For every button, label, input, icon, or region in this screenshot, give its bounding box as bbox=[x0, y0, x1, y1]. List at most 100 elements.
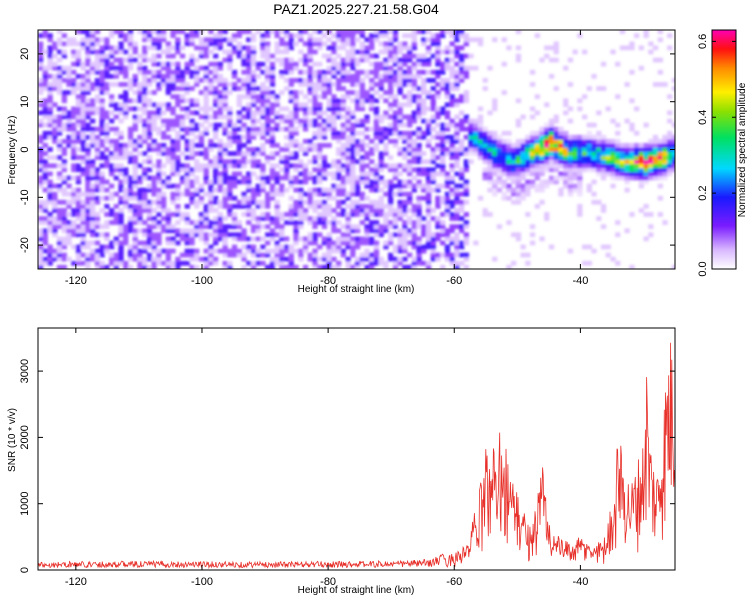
heatmap-cell bbox=[463, 163, 469, 169]
heatmap-cell bbox=[132, 90, 138, 95]
heatmap-cell bbox=[411, 118, 417, 124]
heatmap-cell bbox=[558, 171, 564, 177]
heatmap-cell bbox=[52, 45, 58, 51]
heatmap-cell bbox=[373, 82, 380, 87]
heatmap-cell bbox=[411, 256, 417, 262]
heatmap-cell bbox=[468, 118, 474, 124]
heatmap-cell bbox=[534, 159, 540, 164]
heatmap-cell bbox=[274, 151, 280, 156]
heatmap-cell bbox=[416, 256, 422, 262]
heatmap-cell bbox=[241, 61, 247, 67]
heatmap-cell bbox=[132, 175, 138, 181]
heatmap-cell bbox=[407, 69, 413, 75]
heatmap-cell bbox=[127, 98, 134, 104]
heatmap-cell bbox=[94, 171, 101, 177]
heatmap-cell bbox=[42, 114, 48, 120]
heatmap-cell bbox=[364, 126, 370, 132]
heatmap-cell bbox=[563, 65, 569, 71]
heatmap-cell bbox=[454, 69, 460, 75]
heatmap-cell bbox=[203, 78, 209, 83]
heatmap-cell bbox=[274, 30, 280, 34]
heatmap-cell bbox=[662, 155, 668, 160]
heatmap-cell bbox=[260, 106, 266, 112]
heatmap-cell bbox=[132, 236, 138, 242]
heatmap-cell bbox=[194, 65, 200, 71]
heatmap-cell bbox=[444, 45, 451, 51]
heatmap-cell bbox=[326, 65, 332, 71]
heatmap-cell bbox=[440, 134, 446, 140]
heatmap-cell bbox=[364, 49, 370, 55]
heatmap-cell bbox=[175, 167, 181, 173]
heatmap-cell bbox=[203, 130, 209, 136]
heatmap-cell bbox=[487, 134, 493, 140]
heatmap-cell bbox=[227, 252, 233, 258]
heatmap-cell bbox=[227, 61, 233, 67]
heatmap-cell bbox=[624, 175, 630, 181]
heatmap-cell bbox=[179, 74, 186, 79]
heatmap-cell bbox=[326, 114, 332, 120]
heatmap-cell bbox=[170, 260, 176, 266]
heatmap-cell bbox=[75, 114, 82, 120]
heatmap-cell bbox=[298, 57, 304, 63]
heatmap-cell bbox=[274, 102, 280, 108]
heatmap-cell bbox=[213, 114, 219, 120]
heatmap-cell bbox=[378, 163, 384, 169]
heatmap-cell bbox=[459, 53, 465, 59]
heatmap-cell bbox=[416, 195, 422, 201]
heatmap-cell bbox=[94, 256, 101, 262]
heatmap-cell bbox=[255, 94, 261, 99]
heatmap-cell bbox=[411, 147, 417, 152]
heatmap-cell bbox=[231, 248, 238, 254]
heatmap-cell bbox=[317, 167, 323, 173]
heatmap-cell bbox=[80, 86, 86, 91]
heatmap-cell bbox=[657, 159, 663, 164]
heatmap-cell bbox=[99, 86, 105, 91]
heatmap-cell bbox=[231, 175, 238, 181]
heatmap-cell bbox=[425, 244, 432, 250]
heatmap-cell bbox=[75, 147, 82, 152]
heatmap-cell bbox=[213, 122, 219, 128]
heatmap-cell bbox=[132, 45, 138, 51]
heatmap-cell bbox=[477, 106, 484, 112]
heatmap-cell bbox=[662, 143, 668, 148]
heatmap-cell bbox=[307, 252, 313, 258]
heatmap-cell bbox=[288, 130, 294, 136]
heatmap-cell bbox=[38, 232, 44, 238]
heatmap-cell bbox=[165, 82, 171, 87]
heatmap-cell bbox=[354, 240, 361, 246]
heatmap-cell bbox=[336, 175, 342, 181]
heatmap-cell bbox=[142, 151, 148, 156]
heatmap-cell bbox=[80, 224, 86, 229]
heatmap-cell bbox=[246, 175, 252, 181]
heatmap-cell bbox=[449, 30, 455, 34]
heatmap-cell bbox=[94, 65, 101, 71]
heatmap-cell bbox=[354, 106, 361, 112]
heatmap-cell bbox=[203, 179, 209, 185]
heatmap-cell bbox=[378, 195, 384, 201]
heatmap-cell bbox=[203, 126, 209, 132]
heatmap-cell bbox=[634, 147, 640, 152]
heatmap-cell bbox=[137, 69, 143, 75]
heatmap-cell bbox=[388, 74, 394, 79]
heatmap-cell bbox=[109, 102, 115, 108]
heatmap-cell bbox=[222, 260, 228, 266]
heatmap-cell bbox=[354, 61, 361, 67]
heatmap-cell bbox=[269, 187, 276, 193]
heatmap-cell bbox=[61, 41, 67, 47]
heatmap-cell bbox=[520, 167, 526, 173]
heatmap-cell bbox=[548, 175, 555, 181]
heatmap-cell bbox=[260, 199, 266, 205]
heatmap-cell bbox=[577, 179, 583, 185]
colorbar-title: Normalized spectral amplitude bbox=[737, 82, 748, 217]
heatmap-cell bbox=[236, 78, 242, 83]
heatmap-cell bbox=[250, 163, 257, 169]
heatmap-cell bbox=[345, 61, 351, 67]
heatmap-cell bbox=[392, 175, 399, 181]
heatmap-cell bbox=[354, 175, 361, 181]
heatmap-cell bbox=[213, 240, 219, 246]
heatmap-cell bbox=[231, 216, 238, 221]
heatmap-cell bbox=[354, 183, 361, 189]
heatmap-cell bbox=[364, 53, 370, 59]
heatmap-cell bbox=[236, 134, 242, 140]
heatmap-cell bbox=[440, 82, 446, 87]
